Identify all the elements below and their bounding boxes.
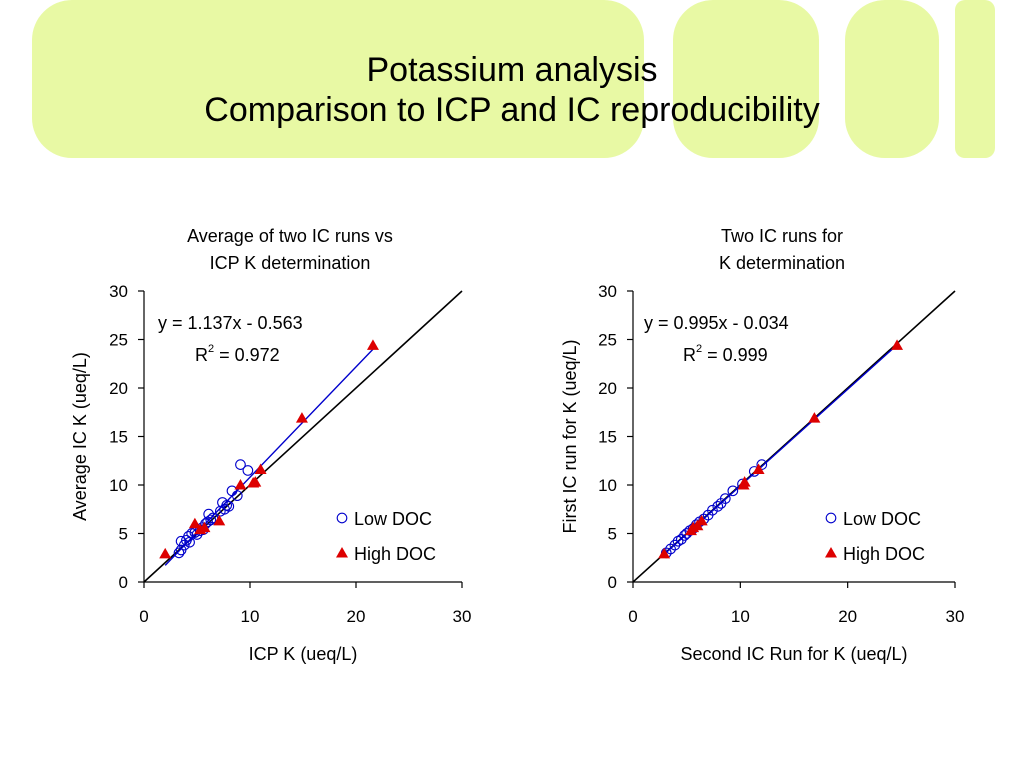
banner-block-2: [673, 0, 819, 158]
data-point: [159, 547, 172, 559]
legend-label: Low DOC: [843, 509, 921, 529]
data-point: [727, 485, 739, 497]
data-point: [205, 514, 217, 526]
data-point: [173, 547, 185, 559]
data-point: [175, 535, 187, 547]
chart-title-line-2: ICP K determination: [210, 253, 371, 273]
x-tick-label: 30: [946, 607, 965, 626]
data-point: [675, 533, 687, 545]
series-high-doc: [159, 339, 379, 559]
y-tick-label: 20: [109, 379, 128, 398]
chart-title-line-1: Two IC runs for: [721, 226, 843, 246]
data-point: [178, 539, 190, 551]
legend-label: High DOC: [843, 544, 925, 564]
data-point: [366, 339, 379, 350]
x-tick-label: 0: [628, 607, 637, 626]
slide-title: Potassium analysis Comparison to ICP and…: [0, 50, 1024, 130]
data-point: [234, 479, 247, 490]
title-banner: [32, 0, 644, 158]
legend-marker: [825, 512, 837, 524]
y-axis-label: Average IC K (ueq/L): [70, 352, 90, 521]
data-point: [712, 500, 724, 512]
chart-2: Two IC runs for K determination 0 5 10 15 20 25…: [560, 226, 964, 664]
y-tick-label: 30: [598, 282, 617, 301]
y-tick-label: 20: [598, 379, 617, 398]
y-tick-label: 0: [608, 573, 617, 592]
data-point: [235, 459, 246, 470]
y-tick-label: 15: [109, 428, 128, 447]
data-point: [183, 531, 194, 542]
y-tick-label: 10: [598, 476, 617, 495]
data-point: [752, 463, 765, 474]
x-tick-label: 10: [241, 607, 260, 626]
data-point: [242, 465, 254, 476]
data-point: [719, 493, 731, 504]
data-point: [738, 476, 751, 487]
x-tick-label: 20: [347, 607, 366, 626]
y-tick-label: 25: [598, 331, 617, 350]
y-tick-label: 25: [109, 331, 128, 350]
x-tick-label: 0: [139, 607, 148, 626]
y-tick-label: 5: [608, 525, 617, 544]
data-point: [669, 539, 681, 551]
chart-title-line-2: K determination: [719, 253, 845, 273]
data-point: [891, 339, 904, 350]
data-point: [707, 504, 718, 516]
chart-title-line-1: Average of two IC runs vs: [187, 226, 393, 246]
y-tick-label: 15: [598, 428, 617, 447]
data-point: [198, 521, 211, 533]
x-axis-label: ICP K (ueq/L): [249, 644, 358, 664]
y-axis-label: First IC run for K (ueq/L): [560, 339, 580, 533]
data-point: [188, 517, 201, 529]
legend-label: Low DOC: [354, 509, 432, 529]
data-point: [249, 476, 262, 487]
data-point: [254, 463, 267, 474]
chart-1: Average of two IC runs vs ICP K determina…: [70, 226, 471, 664]
x-tick-label: 10: [731, 607, 750, 626]
data-point: [213, 514, 226, 526]
y-tick-label: 0: [119, 573, 128, 592]
x-axis-label: Second IC Run for K (ueq/L): [680, 644, 907, 664]
data-point: [695, 514, 708, 526]
r-squared: R2 = 0.999: [683, 343, 768, 365]
data-point: [658, 547, 671, 559]
banner-block-3: [845, 0, 939, 158]
y-tick-label: 10: [109, 476, 128, 495]
y-tick-label: 5: [119, 525, 128, 544]
data-point: [295, 412, 308, 423]
data-point: [808, 412, 821, 423]
x-tick-label: 20: [838, 607, 857, 626]
regression-equation: y = 1.137x - 0.563: [158, 313, 303, 333]
x-tick-label: 30: [453, 607, 472, 626]
data-point: [231, 490, 243, 502]
legend-marker: [336, 512, 348, 524]
data-point: [223, 500, 235, 512]
series-high-doc: [658, 339, 904, 559]
series-low-doc: [173, 459, 254, 559]
y-tick-label: 30: [109, 282, 128, 301]
legend-marker: [825, 547, 837, 558]
r-squared: R2 = 0.972: [195, 343, 280, 365]
slide-title-line-1: Potassium analysis: [366, 51, 658, 89]
legend-marker: [336, 547, 348, 558]
banner-block-4: [955, 0, 995, 158]
slide-title-line-2: Comparison to ICP and IC reproducibility: [204, 91, 820, 129]
legend-label: High DOC: [354, 544, 436, 564]
regression-equation: y = 0.995x - 0.034: [644, 313, 789, 333]
